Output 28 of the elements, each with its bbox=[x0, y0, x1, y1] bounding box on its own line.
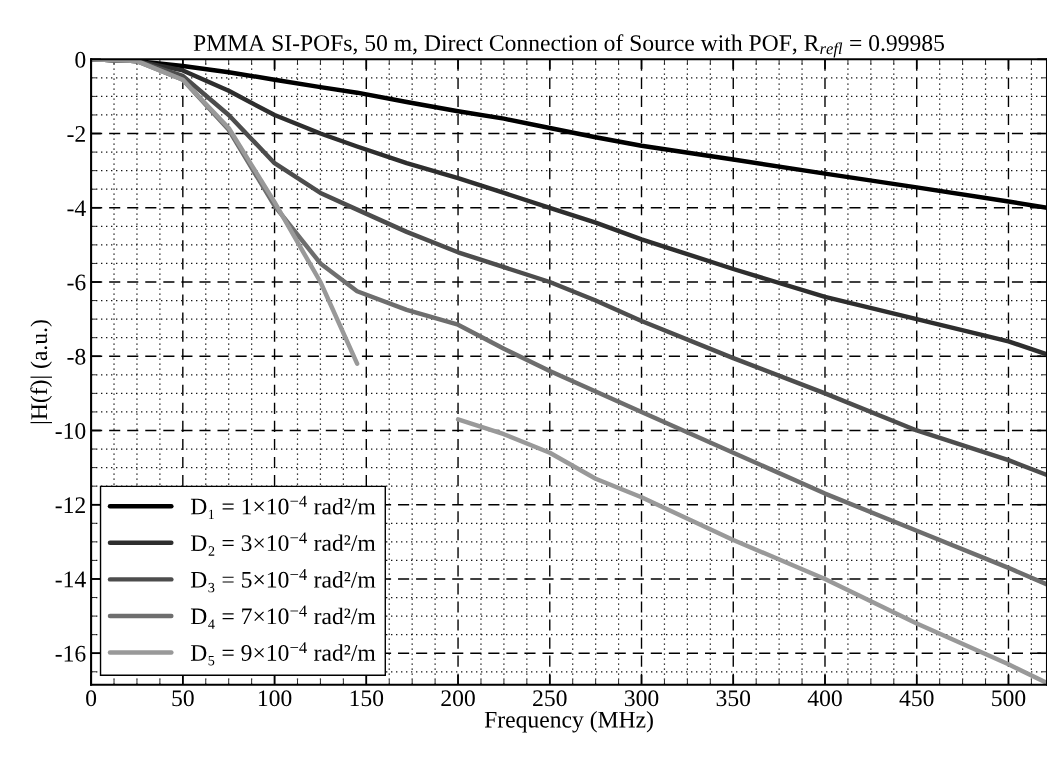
y-tick-label: -12 bbox=[55, 497, 85, 513]
x-tick-label: 500 bbox=[992, 690, 1026, 707]
x-tick-label: 100 bbox=[258, 690, 292, 707]
x-tick-label: 0 bbox=[86, 690, 97, 707]
x-tick-label: 450 bbox=[899, 690, 934, 707]
y-tick-label: -10 bbox=[55, 422, 86, 439]
legend-label: D₂ = 3×10$^{−4}$ rad²/m bbox=[190, 532, 376, 556]
legend-label: D₃ = 5×10$^{−4}$ rad²/m bbox=[190, 569, 376, 593]
x-tick-label: 200 bbox=[441, 690, 475, 707]
y-tick-label: -8 bbox=[67, 348, 86, 365]
x-axis-title: Frequency (MHz) bbox=[484, 711, 653, 733]
x-tick-label: 250 bbox=[533, 690, 567, 707]
x-tick-label: 300 bbox=[624, 690, 659, 707]
x-tick-label: 400 bbox=[807, 690, 842, 707]
legend-label: D₄ = 7×10$^{−4}$ rad²/m bbox=[190, 605, 376, 629]
y-tick-label: -4 bbox=[67, 200, 86, 216]
chart-title: PMMA SI-POFs, 50 m, Direct Connection of Source with POF, R$_{refl}$ = 0.99985 bbox=[193, 34, 945, 58]
y-tick-label: -16 bbox=[55, 645, 86, 662]
x-tick-label: 50 bbox=[172, 690, 194, 707]
legend-label: D₁ = 1×10$^{−4}$ rad²/m bbox=[190, 495, 376, 519]
y-tick-label: -2 bbox=[67, 126, 85, 142]
y-axis-title: |H(f)| (a.u.) bbox=[30, 320, 52, 424]
y-tick-label: 0 bbox=[75, 51, 86, 68]
y-tick-label: -14 bbox=[55, 571, 86, 588]
legend-label: D₅ = 9×10$^{−4}$ rad²/m bbox=[190, 642, 376, 666]
x-tick-label: 150 bbox=[350, 690, 384, 707]
x-tick-label: 350 bbox=[716, 690, 751, 707]
y-tick-label: -6 bbox=[67, 274, 86, 291]
